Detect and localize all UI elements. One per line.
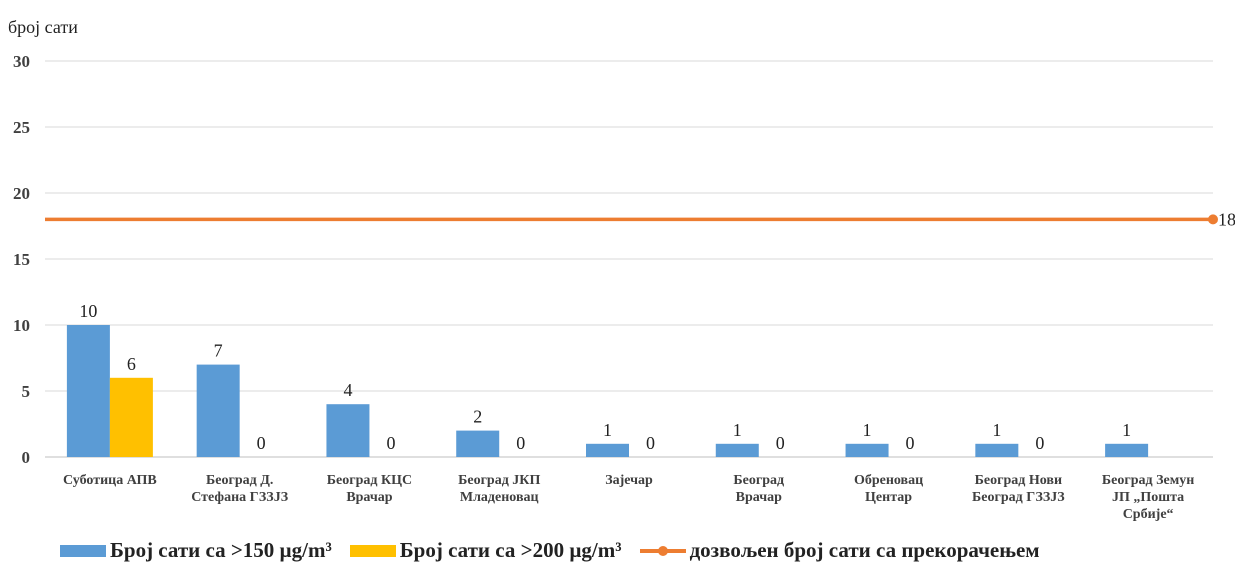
x-tick-label: Зајечар bbox=[605, 473, 653, 488]
data-label: 0 bbox=[776, 433, 785, 453]
data-label: 0 bbox=[516, 433, 525, 453]
data-label: 1 bbox=[1122, 420, 1131, 440]
bar bbox=[715, 443, 759, 457]
x-tick-label: Београд КЦС Врачар bbox=[327, 473, 412, 505]
legend-swatch-150 bbox=[60, 544, 106, 557]
series-line-marker bbox=[1208, 214, 1218, 225]
data-label: 0 bbox=[257, 433, 266, 453]
data-label: 1 bbox=[733, 420, 742, 440]
x-tick-label: Београд Врачар bbox=[733, 473, 784, 505]
legend-label-limit: дозвољен број сати са прекорачењем bbox=[689, 538, 1040, 562]
data-label: 7 bbox=[214, 341, 223, 361]
legend-item-200: Број сати са >200 µg/m³ bbox=[349, 538, 622, 563]
legend-swatch-limit bbox=[639, 545, 686, 557]
x-tick-label: Београд Д. Стефана ГЗЗЈЗ bbox=[191, 473, 288, 505]
data-label: 0 bbox=[906, 433, 915, 453]
x-tick-label: Обреновац Центар bbox=[854, 473, 923, 505]
y-tick-label: 15 bbox=[13, 250, 30, 269]
y-tick-label: 0 bbox=[22, 448, 31, 467]
data-label: 6 bbox=[127, 354, 136, 374]
data-label: 0 bbox=[386, 433, 395, 453]
data-label: 0 bbox=[646, 433, 655, 453]
y-tick-label: 25 bbox=[13, 118, 30, 137]
legend-swatch-200 bbox=[349, 544, 396, 557]
y-axis-label: број сати bbox=[8, 17, 78, 37]
bar bbox=[1105, 443, 1149, 457]
legend: Број сати са >150 µg/m³ Број сати са >20… bbox=[60, 538, 1040, 563]
bar bbox=[66, 325, 110, 457]
data-label: 1 bbox=[603, 420, 612, 440]
data-label: 4 bbox=[343, 380, 352, 400]
legend-label-150: Број сати са >150 µg/m³ bbox=[110, 538, 332, 562]
y-tick-label: 10 bbox=[13, 316, 30, 335]
bar bbox=[975, 443, 1019, 457]
x-tick-label: Београд Нови Београд ГЗЗЈЗ bbox=[972, 473, 1065, 505]
bar bbox=[456, 430, 500, 457]
bar bbox=[109, 377, 153, 457]
legend-label-200: Број сати са >200 µg/m³ bbox=[399, 538, 622, 562]
data-label: 2 bbox=[473, 407, 482, 427]
data-label: 10 bbox=[79, 301, 97, 321]
bar bbox=[196, 364, 240, 457]
bar bbox=[586, 443, 629, 457]
x-tick-label: Београд Земун ЈП „Пошта Србије“ bbox=[1102, 473, 1194, 522]
y-tick-label: 5 bbox=[22, 382, 31, 401]
y-tick-label: 20 bbox=[13, 184, 30, 203]
bar bbox=[326, 404, 370, 457]
data-label: 18 bbox=[1218, 209, 1235, 229]
data-label: 0 bbox=[1035, 433, 1044, 453]
legend-item-limit: дозвољен број сати са прекорачењем bbox=[639, 538, 1040, 563]
x-tick-label: Београд ЈКП Младеновац bbox=[458, 473, 540, 505]
legend-item-150: Број сати са >150 µg/m³ bbox=[60, 538, 332, 563]
data-label: 1 bbox=[992, 420, 1001, 440]
bar bbox=[845, 443, 889, 457]
y-tick-label: 30 bbox=[13, 52, 30, 71]
data-label: 1 bbox=[863, 420, 872, 440]
x-tick-label: Суботица АПВ bbox=[63, 473, 157, 488]
